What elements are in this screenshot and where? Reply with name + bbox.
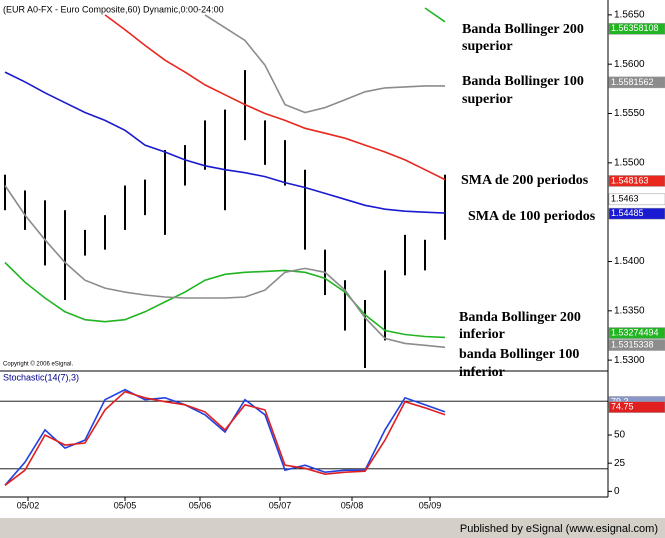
- value-tag-label: 1.548163: [611, 175, 649, 185]
- series-line: [424, 7, 446, 23]
- value-tag-label: 1.5315338: [611, 339, 654, 349]
- y-tick-label: 1.5350: [614, 305, 645, 316]
- series-line: [104, 14, 446, 181]
- value-tag: [608, 327, 665, 339]
- annotation: SMA de 100 periodos: [468, 209, 596, 224]
- annotation: inferior: [459, 327, 505, 342]
- annotation: inferior: [459, 365, 505, 380]
- annotation: superior: [462, 92, 513, 107]
- footer-text: Published by eSignal (www.esignal.com): [460, 523, 658, 535]
- series-line: [4, 390, 446, 486]
- y-tick-label: 1.5650: [614, 10, 645, 21]
- y-tick-label: 1.5300: [614, 355, 645, 366]
- value-tag: [608, 401, 665, 413]
- annotation: SMA de 200 periodos: [461, 173, 589, 188]
- x-tick-label: 05/08: [341, 500, 364, 510]
- value-tag-label: 79.3: [611, 396, 629, 406]
- y-tick-label: 1.5550: [614, 108, 645, 119]
- annotation: Banda Bollinger 200: [459, 310, 581, 325]
- y-tick-label: 1.5600: [614, 59, 645, 70]
- y-tick-label: 0: [614, 486, 620, 497]
- x-tick-label: 05/02: [17, 500, 40, 510]
- x-tick-label: 05/05: [114, 500, 137, 510]
- series-line: [4, 388, 446, 486]
- x-tick-label: 05/06: [189, 500, 212, 510]
- value-tag: [608, 76, 665, 89]
- series-line: [4, 261, 446, 339]
- value-tag-label: 1.53274494: [611, 327, 659, 337]
- y-tick-label: 25: [614, 458, 626, 469]
- value-tag: [608, 193, 665, 206]
- annotations: Banda Bollinger 200 superior Banda Bolli…: [459, 22, 596, 380]
- value-tag: [608, 175, 665, 187]
- footer-bar: [0, 518, 665, 538]
- value-tag: [608, 23, 665, 35]
- x-tick-label: 05/07: [269, 500, 292, 510]
- x-tick-label: 05/09: [419, 500, 442, 510]
- series-line: [4, 71, 446, 214]
- y-tick-label: 50: [614, 430, 626, 441]
- series-line: [204, 14, 445, 114]
- copyright: Copyright © 2006 eSignal.: [3, 361, 73, 368]
- y-tick-label: 1.5400: [614, 256, 645, 267]
- chart-title: (EUR A0-FX - Euro Composite,60) Dynamic,…: [3, 4, 224, 14]
- annotation: Banda Bollinger 100: [462, 74, 584, 89]
- value-tag: [608, 207, 665, 220]
- annotation: banda Bollinger 100: [459, 347, 579, 362]
- value-tag: [608, 339, 665, 351]
- value-tag-label: 1.56358108: [611, 23, 659, 33]
- annotation: superior: [462, 39, 513, 54]
- series-line: [4, 185, 446, 349]
- chart-title: Stochastic(14(7),3): [3, 372, 79, 382]
- annotation: Banda Bollinger 200: [462, 22, 584, 37]
- y-tick-label: 1.5500: [614, 157, 645, 168]
- value-tag-label: 1.54485: [611, 208, 644, 218]
- value-tag-label: 1.5463: [611, 194, 639, 204]
- value-tag-label: 74.75: [611, 401, 634, 411]
- value-tag-label: 1.5581562: [611, 77, 654, 87]
